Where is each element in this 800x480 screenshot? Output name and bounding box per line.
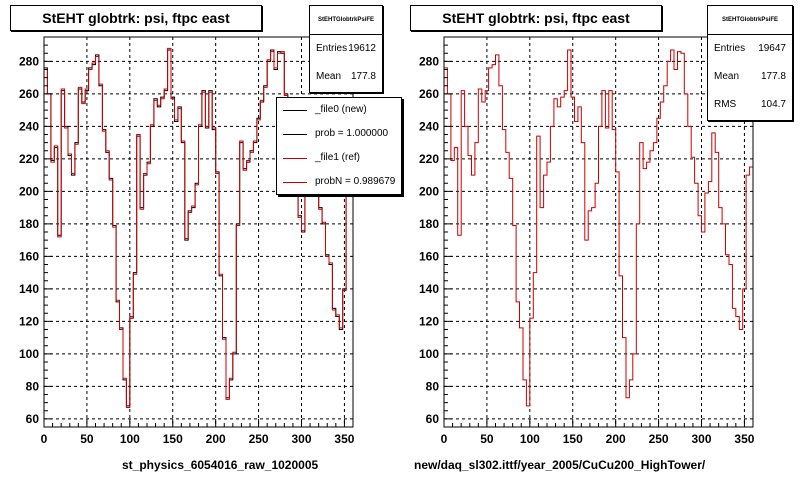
y-tick-label: 220 xyxy=(19,152,39,166)
left-stats-row-entries: Entries 19612 xyxy=(310,35,382,63)
legend-line-probn xyxy=(283,182,307,183)
y-tick-label: 120 xyxy=(19,314,39,328)
right-stats-box: StEHTGlobtrkPsiFE Entries 19647 Mean 177… xyxy=(707,5,793,121)
y-tick-label: 160 xyxy=(19,249,39,263)
y-tick-label: 200 xyxy=(19,184,39,198)
x-tick-label: 100 xyxy=(520,432,540,446)
right-stats-entries-label: Entries xyxy=(714,43,746,54)
left-caption: st_physics_6054016_raw_1020005 xyxy=(122,458,319,472)
x-tick-label: 250 xyxy=(649,432,669,446)
x-tick-label: 150 xyxy=(163,432,183,446)
x-tick-label: 350 xyxy=(734,432,754,446)
y-tick-label: 220 xyxy=(419,152,439,166)
right-stats-row-mean: Mean 177.8 xyxy=(708,63,792,91)
y-tick-label: 100 xyxy=(419,347,439,361)
x-tick-label: 50 xyxy=(480,432,494,446)
x-tick-label: 250 xyxy=(249,432,269,446)
right-stats-rms-value: 104.7 xyxy=(760,99,786,110)
y-tick-label: 180 xyxy=(419,217,439,231)
legend-line-prob xyxy=(283,134,307,135)
right-stats-mean-label: Mean xyxy=(714,71,740,82)
x-tick-label: 300 xyxy=(691,432,711,446)
left-stats-name: StEHTGlobtrkPsiFE xyxy=(310,6,382,35)
y-tick-label: 260 xyxy=(419,87,439,101)
right-stats-name: StEHTGlobtrkPsiFE xyxy=(708,6,792,35)
x-tick-label: 200 xyxy=(206,432,226,446)
legend-box: _file0 (new) prob = 1.000000 _file1 (ref… xyxy=(276,97,402,195)
left-stats-entries-label: Entries xyxy=(316,43,348,54)
y-tick-label: 240 xyxy=(19,119,39,133)
right-stats-row-rms: RMS 104.7 xyxy=(708,91,792,119)
legend-label-probn: probN = 0.989679 xyxy=(315,176,396,187)
legend-label-file1: _file1 (ref) xyxy=(315,152,361,163)
legend-entry-prob: prob = 1.000000 xyxy=(277,122,401,146)
y-tick-label: 60 xyxy=(26,412,40,426)
y-tick-label: 160 xyxy=(419,249,439,263)
x-tick-label: 150 xyxy=(563,432,583,446)
y-tick-label: 80 xyxy=(26,379,40,393)
legend-label-prob: prob = 1.000000 xyxy=(315,128,389,139)
left-stats-mean-label: Mean xyxy=(316,71,342,82)
left-pad: 60 80 100 120 140 160 180 200 220 240 260 280 0 50 100… xyxy=(10,5,402,472)
y-tick-label: 200 xyxy=(419,184,439,198)
left-stats-box: StEHTGlobtrkPsiFE Entries 19612 Mean 177… xyxy=(309,5,383,93)
y-tick-label: 280 xyxy=(19,54,39,68)
histogram-series-0 xyxy=(444,49,753,407)
left-stats-entries-value: 19612 xyxy=(348,43,376,54)
x-tick-label: 350 xyxy=(334,432,354,446)
x-tick-label: 100 xyxy=(120,432,140,446)
right-stats-entries-value: 19647 xyxy=(758,43,786,54)
legend-line-file0 xyxy=(283,110,307,111)
y-tick-label: 240 xyxy=(419,119,439,133)
y-tick-label: 60 xyxy=(426,412,440,426)
x-tick-label: 200 xyxy=(606,432,626,446)
plot-frame xyxy=(43,36,354,428)
legend-entry-probn: probN = 0.989679 xyxy=(277,170,401,194)
legend-entry-file0: _file0 (new) xyxy=(277,98,401,122)
x-tick-label: 50 xyxy=(80,432,94,446)
x-tick-label: 300 xyxy=(291,432,311,446)
left-histogram-plot: 60 80 100 120 140 160 180 200 220 240 260 280 0 50 100… xyxy=(19,36,355,446)
y-tick-label: 260 xyxy=(19,87,39,101)
y-tick-label: 280 xyxy=(419,54,439,68)
y-tick-label: 100 xyxy=(19,347,39,361)
x-tick-label: 0 xyxy=(441,432,448,446)
y-tick-label: 140 xyxy=(419,282,439,296)
right-plot-title: StEHT globtrk: psi, ftpc east xyxy=(410,5,662,31)
right-caption: new/daq_sl302.ittf/year_2005/CuCu200_Hig… xyxy=(414,458,706,472)
right-stats-rms-label: RMS xyxy=(714,99,737,110)
y-tick-label: 140 xyxy=(19,282,39,296)
right-stats-row-entries: Entries 19647 xyxy=(708,35,792,63)
left-stats-mean-value: 177.8 xyxy=(350,71,376,82)
y-tick-label: 120 xyxy=(419,314,439,328)
left-plot-title: StEHT globtrk: psi, ftpc east xyxy=(10,5,262,31)
left-stats-row-mean: Mean 177.8 xyxy=(310,63,382,91)
legend-label-file0: _file0 (new) xyxy=(315,104,367,115)
legend-entry-file1: _file1 (ref) xyxy=(277,146,401,170)
right-histogram-plot: 60 80 100 120 140 160 180 200 220 240 260 280 0 50 100… xyxy=(419,36,755,446)
right-pad: 60 80 100 120 140 160 180 200 220 240 260 280 0 50 100… xyxy=(400,0,800,480)
y-tick-label: 80 xyxy=(426,379,440,393)
x-tick-label: 0 xyxy=(41,432,48,446)
legend-line-file1 xyxy=(283,158,307,159)
y-tick-label: 180 xyxy=(19,217,39,231)
right-stats-mean-value: 177.8 xyxy=(760,71,786,82)
histogram-series-1 xyxy=(44,47,353,408)
